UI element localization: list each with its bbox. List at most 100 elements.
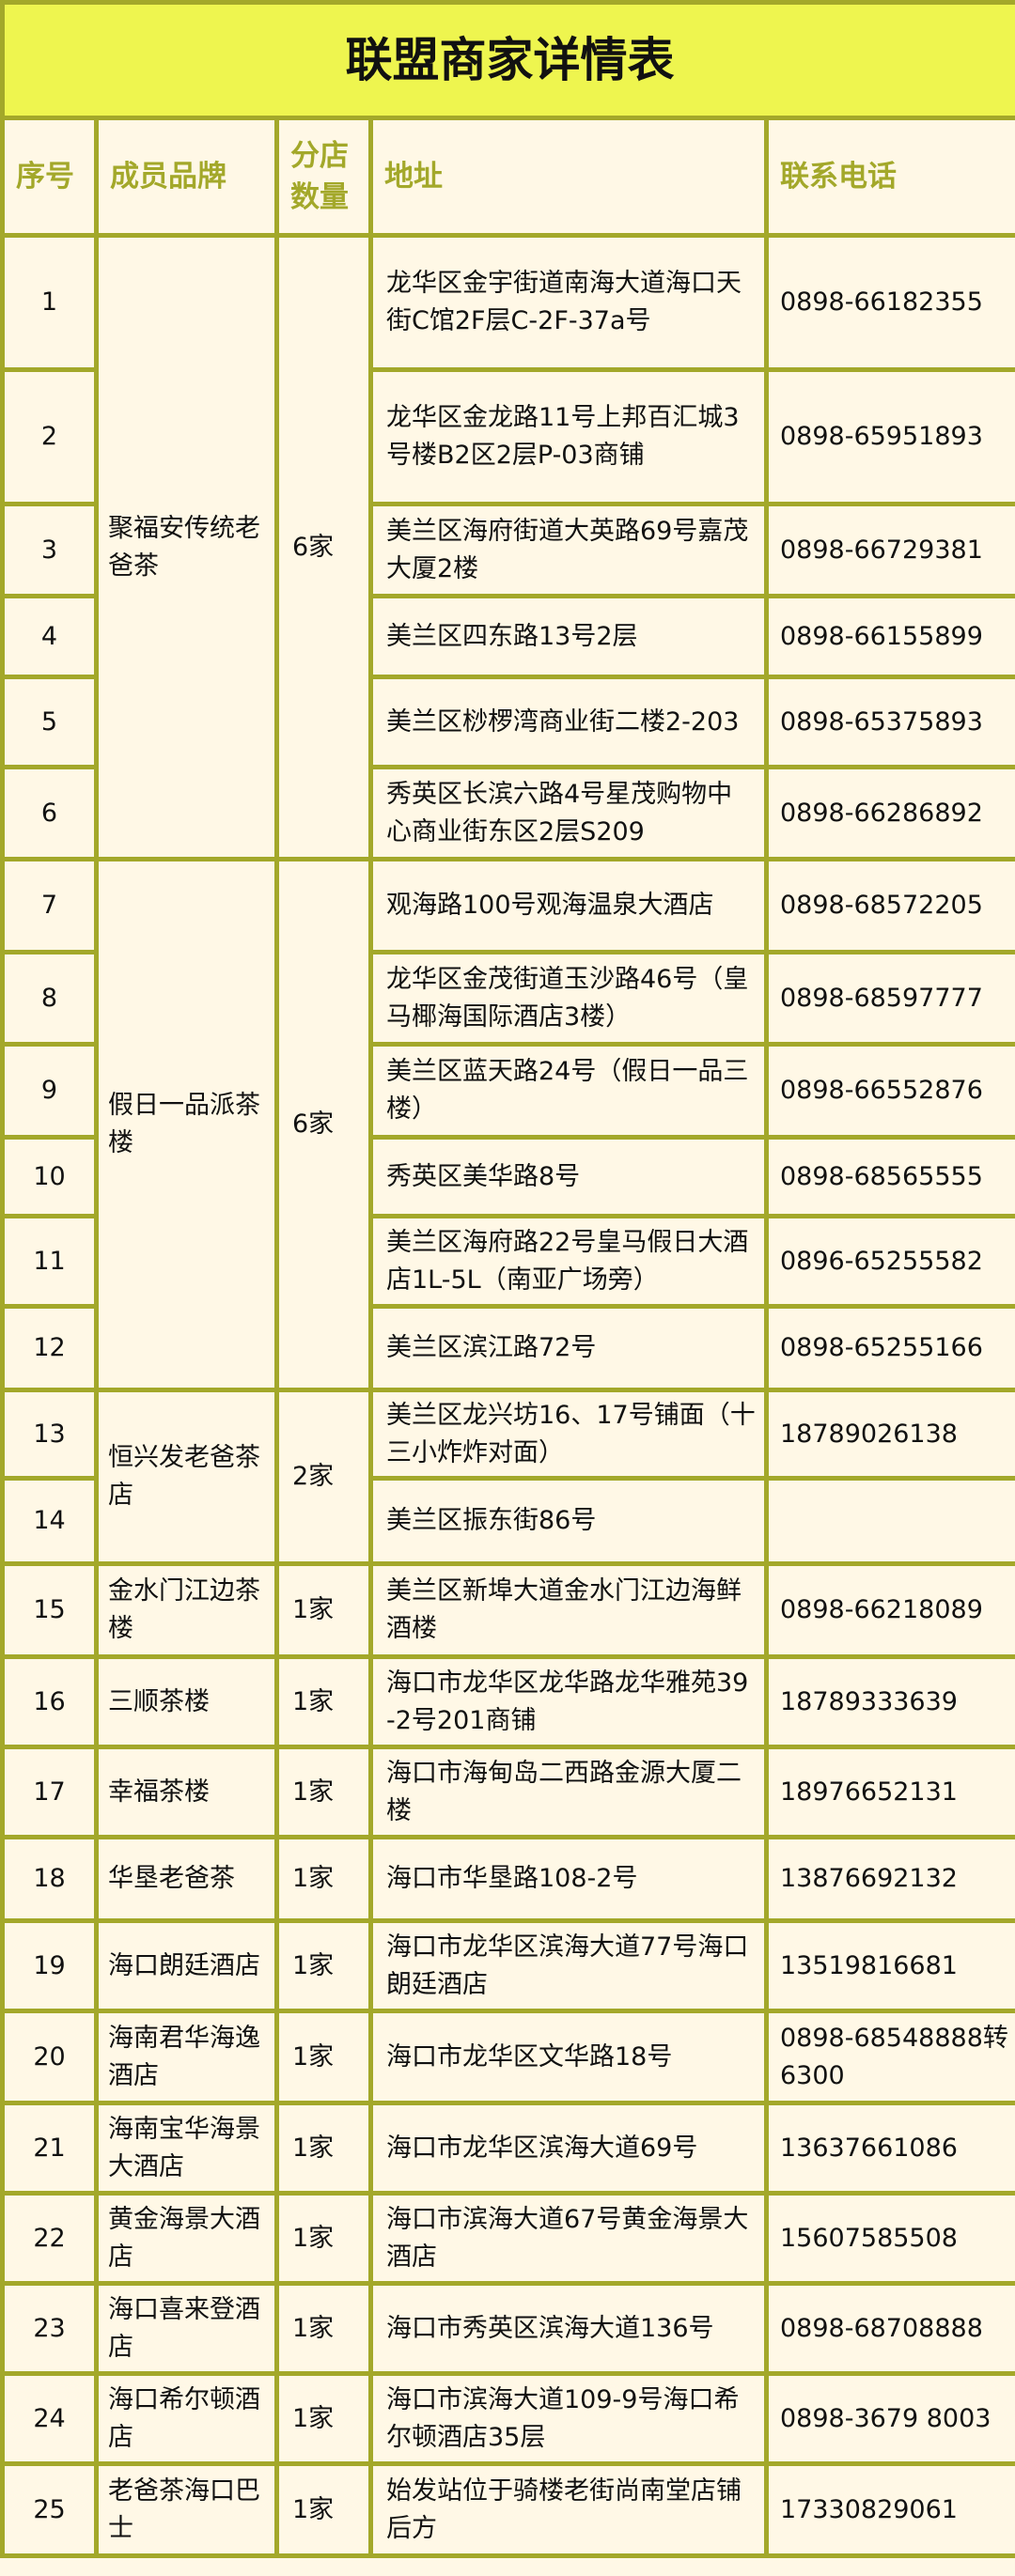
row-index: 7 bbox=[0, 857, 99, 954]
address: 海口市龙华区龙华路龙华雅苑39-2号201商铺 bbox=[368, 1654, 769, 1749]
row-index: 19 bbox=[0, 1918, 99, 2013]
brand-name: 海口希尔顿酒店 bbox=[94, 2371, 279, 2466]
branch-count: 6家 bbox=[274, 233, 373, 861]
phone-number: 0898-66729381 bbox=[764, 502, 1015, 598]
header-phone: 联系电话 bbox=[764, 116, 1015, 238]
table-row: 6 秀英区长滨六路4号星茂购物中心商业街东区2层S209 0898-66286892 bbox=[0, 765, 1015, 861]
row-index: 11 bbox=[0, 1214, 99, 1309]
table-row: 13 恒兴发老爸茶店 2家 美兰区龙兴坊16、17号铺面（十三小炸炸对面） 187890… bbox=[0, 1388, 1015, 1566]
address: 美兰区四东路13号2层 bbox=[368, 594, 769, 679]
branch-count: 1家 bbox=[274, 2101, 373, 2196]
address: 美兰区新埠大道金水门江边海鲜酒楼 bbox=[368, 1561, 769, 1659]
branch-count: 1家 bbox=[274, 2191, 373, 2286]
phone-number: 0898-66155899 bbox=[764, 594, 1015, 679]
table-title: 联盟商家详情表 bbox=[0, 0, 1015, 120]
branch-count: 1家 bbox=[274, 1918, 373, 2013]
branch-count: 1家 bbox=[274, 1835, 373, 1923]
address: 海口市龙华区滨海大道69号 bbox=[368, 2101, 769, 2196]
row-index: 2 bbox=[0, 367, 99, 506]
brand-name: 幸福茶楼 bbox=[94, 1745, 279, 1839]
row-index: 13 bbox=[0, 1388, 99, 1481]
table-row: 16 三顺茶楼 1家 海口市龙华区龙华路龙华雅苑39-2号201商铺 187893336… bbox=[0, 1654, 1015, 1749]
address: 始发站位于骑楼老街尚南堂店铺后方 bbox=[368, 2461, 769, 2558]
brand-name: 恒兴发老爸茶店 bbox=[94, 1388, 279, 1566]
table-row: 8 龙华区金茂街道玉沙路46号（皇马椰海国际酒店3楼） 0898-68597777 bbox=[0, 950, 1015, 1047]
table-row: 23 海口喜来登酒店 1家 海口市秀英区滨海大道136号 0898-68708888 bbox=[0, 2281, 1015, 2376]
address: 海口市龙华区滨海大道77号海口朗廷酒店 bbox=[368, 1918, 769, 2013]
header-index: 序号 bbox=[0, 116, 99, 238]
row-index: 20 bbox=[0, 2009, 99, 2105]
phone-number: 18976652131 bbox=[764, 1745, 1015, 1839]
address: 海口市海甸岛二西路金源大厦二楼 bbox=[368, 1745, 769, 1839]
phone-number: 0898-65255166 bbox=[764, 1304, 1015, 1392]
table-row: 1 聚福安传统老爸茶 6家 龙华区金宇街道南海大道海口天街C馆2F层C-2F-37a号… bbox=[0, 233, 1015, 861]
address: 美兰区振东街86号 bbox=[368, 1476, 769, 1566]
phone-number: 0896-65255582 bbox=[764, 1214, 1015, 1309]
phone-number: 0898-66286892 bbox=[764, 765, 1015, 861]
phone-number: 0898-3679 8003 bbox=[764, 2371, 1015, 2466]
address: 海口市龙华区文华路18号 bbox=[368, 2009, 769, 2105]
table-row: 15 金水门江边茶楼 1家 美兰区新埠大道金水门江边海鲜酒楼 0898-66218089 bbox=[0, 1561, 1015, 1659]
phone-number: 0898-65951893 bbox=[764, 367, 1015, 506]
phone-number: 0898-68548888转6300 bbox=[764, 2009, 1015, 2105]
address: 观海路100号观海温泉大酒店 bbox=[368, 857, 769, 954]
phone-number: 0898-68565555 bbox=[764, 1135, 1015, 1218]
header-address: 地址 bbox=[368, 116, 769, 238]
address: 海口市秀英区滨海大道136号 bbox=[368, 2281, 769, 2376]
phone-number: 18789026138 bbox=[764, 1388, 1015, 1481]
header-branch-count: 分店数量 bbox=[274, 116, 373, 238]
branch-count: 1家 bbox=[274, 1561, 373, 1659]
table-row: 10 秀英区美华路8号 0898-68565555 bbox=[0, 1135, 1015, 1218]
row-index: 6 bbox=[0, 765, 99, 861]
table-row: 25 老爸茶海口巴士 1家 始发站位于骑楼老街尚南堂店铺后方 17330829061 bbox=[0, 2461, 1015, 2558]
table-row: 20 海南君华海逸酒店 1家 海口市龙华区文华路18号 0898-68548888转63… bbox=[0, 2009, 1015, 2105]
brand-name: 黄金海景大酒店 bbox=[94, 2191, 279, 2286]
phone-number: 17330829061 bbox=[764, 2461, 1015, 2558]
row-index: 4 bbox=[0, 594, 99, 679]
table-row: 11 美兰区海府路22号皇马假日大酒店1L-5L（南亚广场旁） 0896-65255… bbox=[0, 1214, 1015, 1309]
phone-number: 0898-66218089 bbox=[764, 1561, 1015, 1659]
address: 龙华区金宇街道南海大道海口天街C馆2F层C-2F-37a号 bbox=[368, 233, 769, 372]
table-row: 9 美兰区蓝天路24号（假日一品三楼） 0898-66552876 bbox=[0, 1042, 1015, 1140]
row-index: 5 bbox=[0, 675, 99, 769]
row-index: 1 bbox=[0, 233, 99, 372]
phone-number: 0898-68597777 bbox=[764, 950, 1015, 1047]
phone-number: 13519816681 bbox=[764, 1918, 1015, 2013]
header-brand: 成员品牌 bbox=[94, 116, 279, 238]
address: 美兰区龙兴坊16、17号铺面（十三小炸炸对面） bbox=[368, 1388, 769, 1481]
row-index: 18 bbox=[0, 1835, 99, 1923]
branch-count: 1家 bbox=[274, 2371, 373, 2466]
brand-name: 金水门江边茶楼 bbox=[94, 1561, 279, 1659]
table-row: 22 黄金海景大酒店 1家 海口市滨海大道67号黄金海景大酒店 15607585508 bbox=[0, 2191, 1015, 2286]
table-row: 2 龙华区金龙路11号上邦百汇城3号楼B2区2层P-03商铺 0898-659518… bbox=[0, 367, 1015, 506]
row-index: 12 bbox=[0, 1304, 99, 1392]
branch-count: 6家 bbox=[274, 857, 373, 1392]
address: 海口市滨海大道67号黄金海景大酒店 bbox=[368, 2191, 769, 2286]
row-index: 14 bbox=[0, 1476, 99, 1566]
table-row: 18 华垦老爸茶 1家 海口市华垦路108-2号 13876692132 bbox=[0, 1835, 1015, 1923]
phone-number: 0898-68708888 bbox=[764, 2281, 1015, 2376]
brand-name: 聚福安传统老爸茶 bbox=[94, 233, 279, 861]
brand-name: 假日一品派茶楼 bbox=[94, 857, 279, 1392]
branch-count: 1家 bbox=[274, 2461, 373, 2558]
branch-count: 1家 bbox=[274, 1654, 373, 1749]
address: 美兰区滨江路72号 bbox=[368, 1304, 769, 1392]
phone-number: 0898-66552876 bbox=[764, 1042, 1015, 1140]
brand-name: 老爸茶海口巴士 bbox=[94, 2461, 279, 2558]
table-row: 17 幸福茶楼 1家 海口市海甸岛二西路金源大厦二楼 18976652131 bbox=[0, 1745, 1015, 1839]
phone-number: 0898-66182355 bbox=[764, 233, 1015, 372]
row-index: 10 bbox=[0, 1135, 99, 1218]
table-row: 3 美兰区海府街道大英路69号嘉茂大厦2楼 0898-66729381 bbox=[0, 502, 1015, 598]
address: 美兰区海府路22号皇马假日大酒店1L-5L（南亚广场旁） bbox=[368, 1214, 769, 1309]
address: 海口市华垦路108-2号 bbox=[368, 1835, 769, 1923]
address: 美兰区海府街道大英路69号嘉茂大厦2楼 bbox=[368, 502, 769, 598]
phone-number: 0898-65375893 bbox=[764, 675, 1015, 769]
row-index: 3 bbox=[0, 502, 99, 598]
table-row: 5 美兰区桫椤湾商业街二楼2-203 0898-65375893 bbox=[0, 675, 1015, 769]
row-index: 16 bbox=[0, 1654, 99, 1749]
table-row: 24 海口希尔顿酒店 1家 海口市滨海大道109-9号海口希尔顿酒店35层 0898-3… bbox=[0, 2371, 1015, 2466]
row-index: 21 bbox=[0, 2101, 99, 2196]
phone-number: 13637661086 bbox=[764, 2101, 1015, 2196]
phone-number: 18789333639 bbox=[764, 1654, 1015, 1749]
